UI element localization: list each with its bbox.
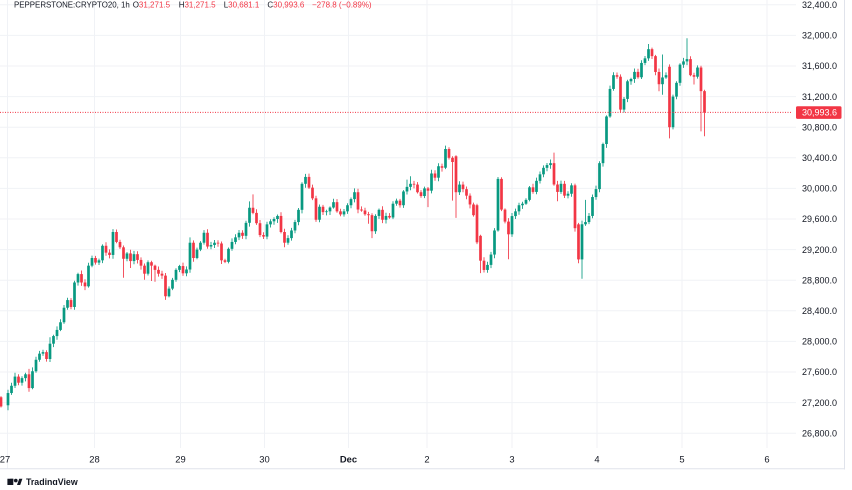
svg-text:C30,993.6: C30,993.6	[267, 0, 304, 9]
svg-text:2: 2	[424, 454, 429, 465]
svg-text:29,600.0: 29,600.0	[802, 214, 837, 224]
svg-text:30: 30	[259, 454, 269, 465]
svg-text:30,800.0: 30,800.0	[802, 122, 837, 132]
svg-text:4: 4	[594, 454, 599, 465]
svg-text:H31,271.5: H31,271.5	[179, 0, 216, 9]
svg-text:28,000.0: 28,000.0	[802, 337, 837, 347]
svg-text:−278.8 (−0.89%): −278.8 (−0.89%)	[312, 0, 372, 9]
svg-text:5: 5	[679, 454, 684, 465]
svg-text:30,400.0: 30,400.0	[802, 153, 837, 163]
svg-text:28,400.0: 28,400.0	[802, 306, 837, 316]
svg-text:3: 3	[509, 454, 514, 465]
svg-text:PEPPERSTONE:CRYPTO20, 1h: PEPPERSTONE:CRYPTO20, 1h	[14, 0, 130, 9]
svg-text:L30,681.1: L30,681.1	[224, 0, 260, 9]
svg-text:29,200.0: 29,200.0	[802, 245, 837, 255]
svg-text:O31,271.5: O31,271.5	[133, 0, 171, 9]
svg-text:Dec: Dec	[340, 454, 357, 465]
svg-text:27,200.0: 27,200.0	[802, 398, 837, 408]
svg-text:32,000.0: 32,000.0	[802, 31, 837, 41]
svg-text:27,600.0: 27,600.0	[802, 367, 837, 377]
svg-text:31,600.0: 31,600.0	[802, 61, 837, 71]
svg-text:TradingView: TradingView	[26, 477, 78, 485]
svg-text:28: 28	[89, 454, 99, 465]
svg-text:30,993.6: 30,993.6	[802, 108, 837, 118]
svg-text:6: 6	[764, 454, 769, 465]
svg-text:31,200.0: 31,200.0	[802, 92, 837, 102]
svg-text:27: 27	[0, 454, 10, 465]
svg-text:30,000.0: 30,000.0	[802, 184, 837, 194]
svg-text:29: 29	[175, 454, 185, 465]
svg-text:32,400.0: 32,400.0	[802, 0, 837, 10]
svg-text:26,800.0: 26,800.0	[802, 428, 837, 438]
svg-text:28,800.0: 28,800.0	[802, 275, 837, 285]
